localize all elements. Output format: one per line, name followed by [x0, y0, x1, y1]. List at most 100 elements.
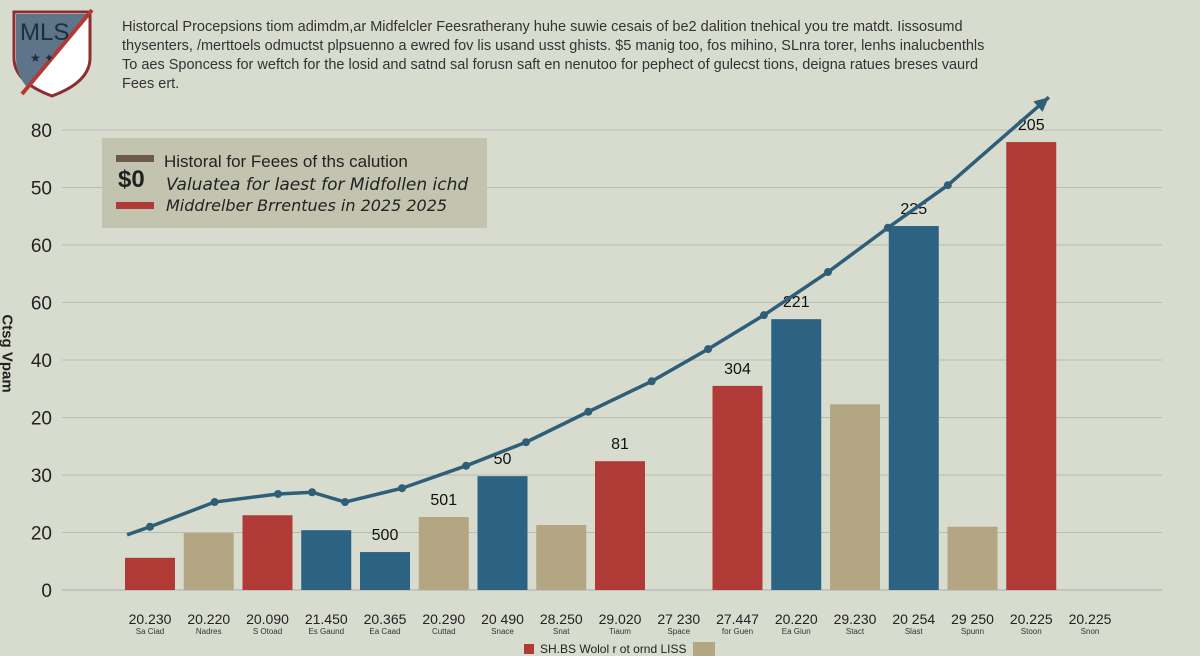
trend-point [308, 488, 317, 497]
chart-description: Historcal Procepsions tiom adimdm,ar Mid… [122, 18, 1132, 94]
x-tick-label: 27.447 [716, 611, 759, 627]
legend-text: Middrelber Brrentues in 2025 2025 [166, 196, 448, 215]
trend-point [398, 484, 407, 493]
data-label: 50 [494, 451, 512, 468]
x-tick-label: 20.220 [775, 611, 818, 627]
y-axis-label: Ctsg Vpam [0, 314, 16, 393]
x-tick-label: 20.290 [422, 611, 465, 627]
x-tick-sublabel: Cuttad [432, 627, 456, 636]
trend-point [704, 345, 713, 354]
svg-text:★ ✦: ★ ✦ [30, 51, 54, 65]
legend-swatch-tan [692, 642, 715, 656]
bar [1006, 142, 1057, 590]
trend-point [759, 311, 768, 320]
trend-point [823, 268, 832, 277]
x-tick-label: 20.225 [1010, 611, 1053, 627]
bar [888, 226, 939, 590]
trend-point [341, 498, 350, 507]
x-tick-label: 20.230 [129, 611, 172, 627]
x-tick-sublabel: Nadres [196, 627, 222, 636]
trend-point [943, 181, 952, 190]
bar [125, 557, 175, 590]
legend-text: Valuatea for laest for Midfollen ichd [166, 175, 469, 195]
data-label: 501 [430, 492, 457, 509]
y-tick-label: 50 [31, 179, 52, 200]
x-tick-label: 20.225 [1069, 611, 1112, 627]
bar [536, 525, 587, 590]
bar [477, 476, 528, 590]
y-tick-label: 60 [31, 294, 52, 315]
x-tick-sublabel: Ea Caad [369, 627, 400, 636]
trend-point [647, 377, 656, 386]
x-tick-sublabel: Snon [1081, 627, 1100, 636]
trend-point [883, 223, 892, 232]
y-tick-label: 0 [41, 581, 52, 602]
description-line: Historcal Procepsions tiom adimdm,ar Mid… [122, 19, 963, 35]
x-tick-label: 28.250 [540, 611, 583, 627]
bar [360, 552, 410, 590]
bar [771, 319, 822, 590]
data-label: 205 [1018, 117, 1045, 134]
legend-swatch-red [524, 644, 534, 654]
x-tick-sublabel: Slast [905, 627, 924, 636]
y-tick-label: 60 [31, 236, 52, 257]
svg-text:MLS: MLS [20, 19, 69, 46]
legend-swatch-red [116, 202, 154, 209]
x-tick-sublabel: S Otoad [253, 627, 282, 636]
bar [242, 515, 293, 590]
x-tick-label: 20 254 [892, 611, 935, 627]
y-tick-label: 40 [31, 351, 52, 372]
legend-box: Historal for Feees of ths calution $0 Va… [102, 138, 487, 228]
y-tick-label: 20 [31, 524, 52, 545]
y-tick-label: 80 [31, 121, 52, 142]
y-tick-label: 30 [31, 466, 52, 487]
x-tick-sublabel: Space [667, 627, 690, 636]
trend-point [274, 489, 283, 498]
x-tick-sublabel: Snace [491, 627, 514, 636]
description-line: Fees ert. [122, 76, 180, 92]
x-tick-sublabel: for Guen [722, 627, 753, 636]
bar [418, 516, 469, 590]
x-tick-sublabel: Stoon [1021, 627, 1042, 636]
bar [183, 533, 234, 590]
bar [595, 461, 645, 590]
bar [712, 385, 763, 590]
x-tick-sublabel: Es Gaund [308, 627, 344, 636]
trend-point [146, 522, 154, 531]
x-tick-label: 27 230 [657, 611, 700, 627]
x-tick-label: 21.450 [305, 611, 348, 627]
trend-arrowhead [1033, 97, 1049, 112]
x-tick-label: 29.020 [599, 611, 642, 627]
description-line: To aes Sponcess for weftch for the losid… [122, 57, 979, 73]
bar [830, 404, 880, 590]
mls-logo: MLS ★ ✦ [12, 8, 94, 98]
data-label: 500 [372, 527, 399, 544]
x-tick-sublabel: Ea Giun [782, 627, 811, 636]
trend-point [462, 461, 471, 470]
legend-swatch-brown [116, 155, 154, 162]
y-tick-label: 20 [31, 409, 52, 430]
x-tick-label: 29 250 [951, 611, 994, 627]
x-tick-sublabel: Tiaum [609, 627, 631, 636]
x-tick-label: 20.220 [187, 611, 230, 627]
legend-amount: $0 [118, 166, 145, 193]
x-tick-sublabel: Sa Ciad [136, 627, 164, 636]
bar [301, 530, 352, 590]
x-tick-sublabel: Snat [553, 627, 570, 636]
x-tick-label: 20.090 [246, 611, 289, 627]
x-tick-label: 29.230 [834, 611, 877, 627]
legend-text: Historal for Feees of ths calution [164, 152, 408, 171]
trend-point [210, 498, 219, 507]
bottom-legend: SH.BS Wolol r ot ornd LISS [524, 642, 715, 656]
trend-point [522, 438, 530, 447]
x-tick-sublabel: Spunn [961, 627, 984, 636]
legend-label: SH.BS Wolol r ot ornd LISS [540, 642, 687, 656]
x-tick-label: 20.365 [364, 611, 407, 627]
bar [947, 526, 998, 590]
data-label: 221 [783, 294, 810, 311]
x-tick-label: 20 490 [481, 611, 524, 627]
trend-point [584, 407, 593, 416]
x-tick-sublabel: Stact [846, 627, 865, 636]
data-label: 81 [611, 436, 629, 453]
